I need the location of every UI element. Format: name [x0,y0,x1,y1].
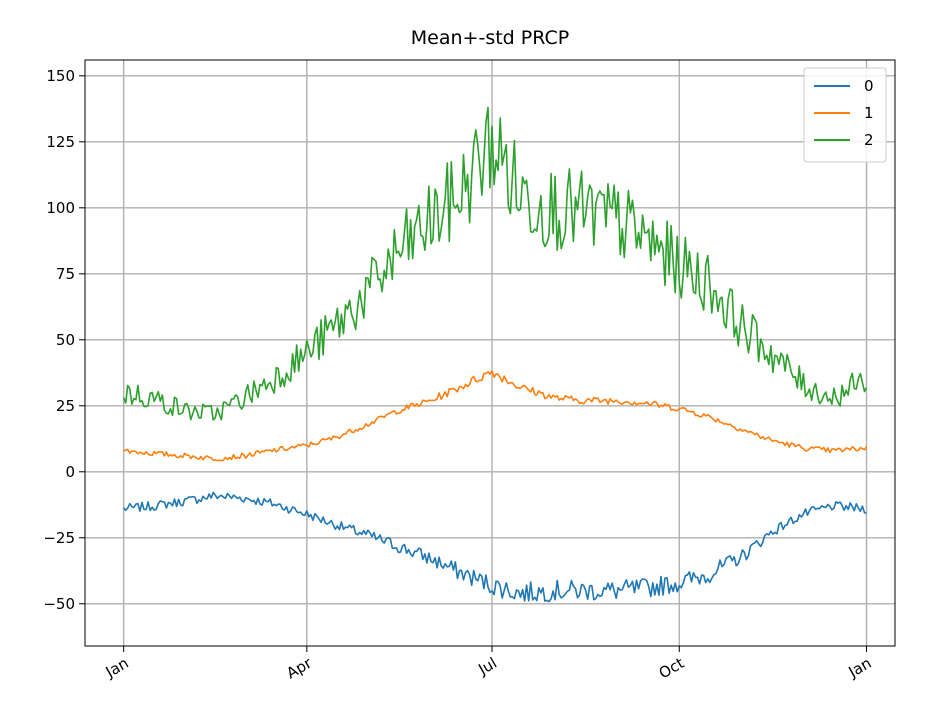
y-tick-label: 25 [56,397,75,415]
y-tick-label: 0 [65,463,75,481]
series-line-2 [122,106,868,421]
series-line-1 [123,370,868,462]
legend-label-2: 2 [864,131,874,149]
y-tick-label: 125 [46,133,75,151]
series-line-0 [123,491,867,603]
legend: 0 1 2 [803,67,887,163]
legend-label-1: 1 [864,104,874,122]
grid-lines [85,60,895,646]
y-tick-label: −25 [43,529,75,547]
y-tick-label: 50 [56,331,75,349]
chart-title: Mean+-std PRCP [411,27,569,49]
y-tick-label: 75 [56,265,75,283]
y-tick-label: 100 [46,199,75,217]
y-tick-label: −50 [43,595,75,613]
series-lines [122,106,868,603]
y-tick-label: 150 [46,67,75,85]
legend-box [803,67,887,163]
plot-frame [84,59,896,647]
y-axis: −50 −25 0 25 50 75 100 125 150 [43,67,85,613]
legend-label-0: 0 [864,77,874,95]
